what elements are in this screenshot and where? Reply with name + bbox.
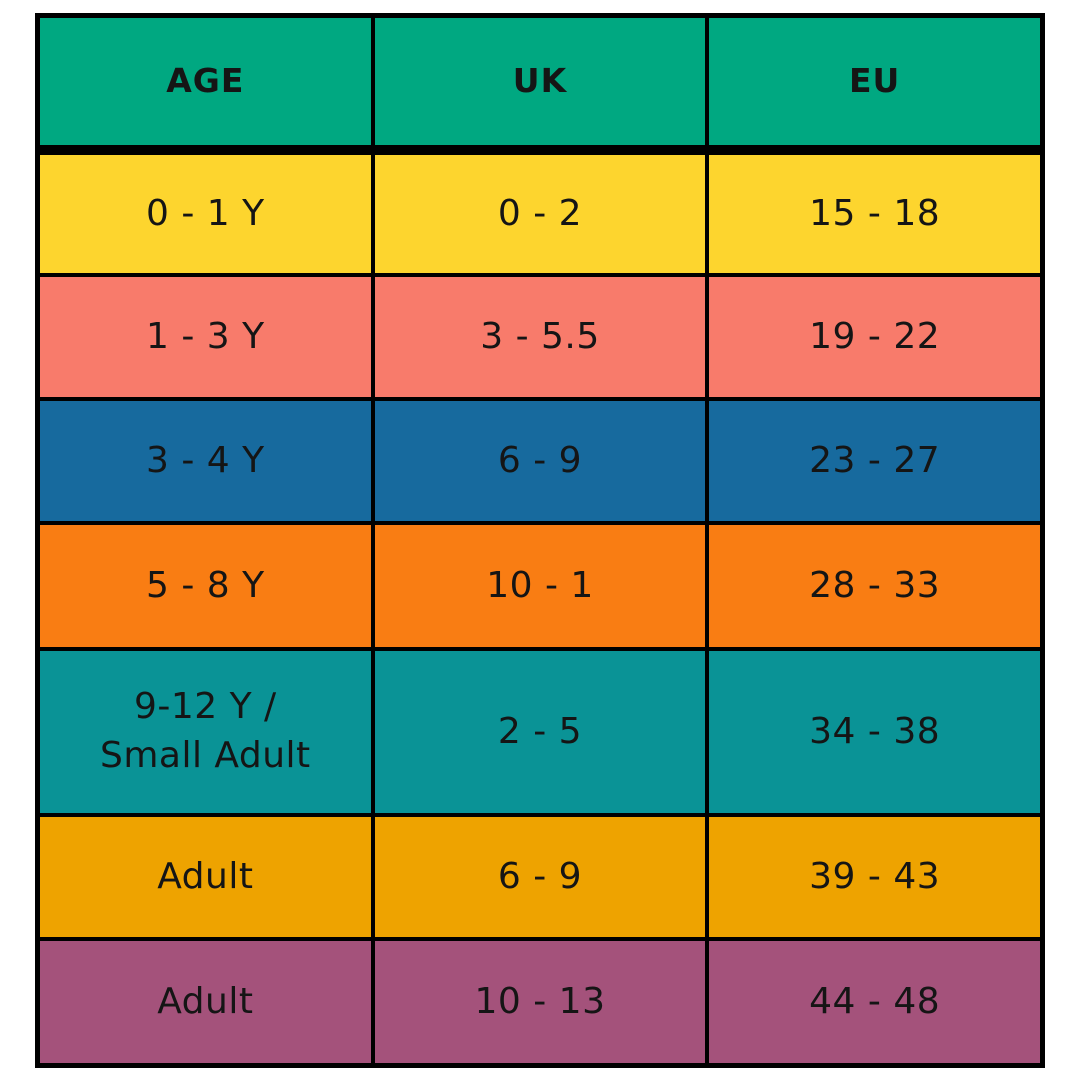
- age-cell: Adult: [40, 817, 371, 937]
- size-chart-table: AGE UK EU 0 - 1 Y 0 - 2 15 - 18 1 - 3 Y …: [35, 13, 1045, 1068]
- uk-size-cell: 2 - 5: [374, 651, 706, 813]
- table-row: Adult 10 - 13 44 - 48: [40, 941, 1040, 1063]
- table-row: 3 - 4 Y 6 - 9 23 - 27: [40, 401, 1040, 521]
- eu-size-cell: 23 - 27: [709, 401, 1040, 521]
- eu-size-cell: 19 - 22: [709, 277, 1040, 397]
- eu-size-cell: 34 - 38: [709, 651, 1040, 813]
- uk-size-cell: 10 - 13: [374, 941, 706, 1063]
- uk-size-cell: 0 - 2: [374, 155, 706, 273]
- table-row: 5 - 8 Y 10 - 1 28 - 33: [40, 525, 1040, 647]
- uk-size-cell: 3 - 5.5: [374, 277, 706, 397]
- uk-size-cell: 6 - 9: [374, 817, 706, 937]
- uk-size-cell: 10 - 1: [374, 525, 706, 647]
- header-cell-uk: UK: [374, 18, 706, 145]
- table-row: 0 - 1 Y 0 - 2 15 - 18: [40, 155, 1040, 273]
- age-cell: 3 - 4 Y: [40, 401, 371, 521]
- age-cell: 9-12 Y / Small Adult: [40, 651, 371, 813]
- header-cell-eu: EU: [709, 18, 1040, 145]
- eu-size-cell: 44 - 48: [709, 941, 1040, 1063]
- header-cell-age: AGE: [40, 18, 371, 145]
- table-row: 1 - 3 Y 3 - 5.5 19 - 22: [40, 277, 1040, 397]
- eu-size-cell: 39 - 43: [709, 817, 1040, 937]
- age-cell: 5 - 8 Y: [40, 525, 371, 647]
- age-cell: 0 - 1 Y: [40, 155, 371, 273]
- table-row: 9-12 Y / Small Adult 2 - 5 34 - 38: [40, 651, 1040, 813]
- table-header-row: AGE UK EU: [40, 18, 1040, 145]
- age-cell: Adult: [40, 941, 371, 1063]
- age-cell: 1 - 3 Y: [40, 277, 371, 397]
- uk-size-cell: 6 - 9: [374, 401, 706, 521]
- eu-size-cell: 28 - 33: [709, 525, 1040, 647]
- eu-size-cell: 15 - 18: [709, 155, 1040, 273]
- table-row: Adult 6 - 9 39 - 43: [40, 817, 1040, 937]
